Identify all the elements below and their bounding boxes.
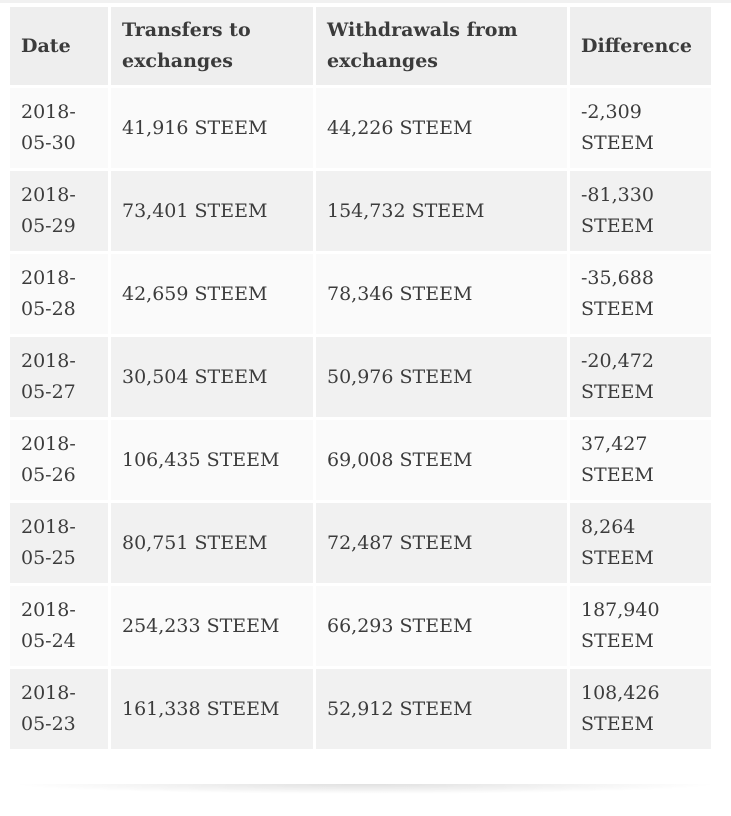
cell-transfers: 80,751 STEEM — [111, 503, 316, 586]
table-row: 2018-05-24 254,233 STEEM 66,293 STEEM 18… — [10, 586, 711, 669]
content-card: Date Transfers to exchanges Withdrawals … — [0, 0, 731, 752]
cell-transfers: 106,435 STEEM — [111, 420, 316, 503]
cell-transfers: 30,504 STEEM — [111, 337, 316, 420]
cell-transfers: 41,916 STEEM — [111, 88, 316, 171]
cell-difference: -81,330 STEEM — [570, 171, 711, 254]
card-shadow — [10, 784, 721, 794]
cell-withdrawals: 52,912 STEEM — [316, 669, 570, 752]
cell-date: 2018-05-24 — [10, 586, 111, 669]
cell-date: 2018-05-28 — [10, 254, 111, 337]
cell-difference: -2,309 STEEM — [570, 88, 711, 171]
cell-date: 2018-05-26 — [10, 420, 111, 503]
table-row: 2018-05-27 30,504 STEEM 50,976 STEEM -20… — [10, 337, 711, 420]
header-transfers: Transfers to exchanges — [111, 7, 316, 88]
cell-date: 2018-05-29 — [10, 171, 111, 254]
cell-transfers: 254,233 STEEM — [111, 586, 316, 669]
cell-withdrawals: 69,008 STEEM — [316, 420, 570, 503]
exchange-flow-table: Date Transfers to exchanges Withdrawals … — [10, 7, 711, 752]
table-row: 2018-05-30 41,916 STEEM 44,226 STEEM -2,… — [10, 88, 711, 171]
header-date: Date — [10, 7, 111, 88]
table-row: 2018-05-26 106,435 STEEM 69,008 STEEM 37… — [10, 420, 711, 503]
table-row: 2018-05-28 42,659 STEEM 78,346 STEEM -35… — [10, 254, 711, 337]
table-header-row: Date Transfers to exchanges Withdrawals … — [10, 7, 711, 88]
cell-transfers: 42,659 STEEM — [111, 254, 316, 337]
cell-date: 2018-05-27 — [10, 337, 111, 420]
cell-withdrawals: 66,293 STEEM — [316, 586, 570, 669]
cell-difference: 108,426 STEEM — [570, 669, 711, 752]
cell-withdrawals: 78,346 STEEM — [316, 254, 570, 337]
table-row: 2018-05-29 73,401 STEEM 154,732 STEEM -8… — [10, 171, 711, 254]
cell-date: 2018-05-25 — [10, 503, 111, 586]
cell-date: 2018-05-30 — [10, 88, 111, 171]
cell-withdrawals: 72,487 STEEM — [316, 503, 570, 586]
cell-withdrawals: 50,976 STEEM — [316, 337, 570, 420]
cell-difference: 8,264 STEEM — [570, 503, 711, 586]
table-row: 2018-05-23 161,338 STEEM 52,912 STEEM 10… — [10, 669, 711, 752]
cell-difference: 37,427 STEEM — [570, 420, 711, 503]
header-difference: Difference — [570, 7, 711, 88]
cell-transfers: 73,401 STEEM — [111, 171, 316, 254]
cell-date: 2018-05-23 — [10, 669, 111, 752]
cell-difference: -35,688 STEEM — [570, 254, 711, 337]
cell-withdrawals: 44,226 STEEM — [316, 88, 570, 171]
header-withdrawals: Withdrawals from exchanges — [316, 7, 570, 88]
cell-transfers: 161,338 STEEM — [111, 669, 316, 752]
cell-difference: -20,472 STEEM — [570, 337, 711, 420]
cell-withdrawals: 154,732 STEEM — [316, 171, 570, 254]
table-row: 2018-05-25 80,751 STEEM 72,487 STEEM 8,2… — [10, 503, 711, 586]
cell-difference: 187,940 STEEM — [570, 586, 711, 669]
